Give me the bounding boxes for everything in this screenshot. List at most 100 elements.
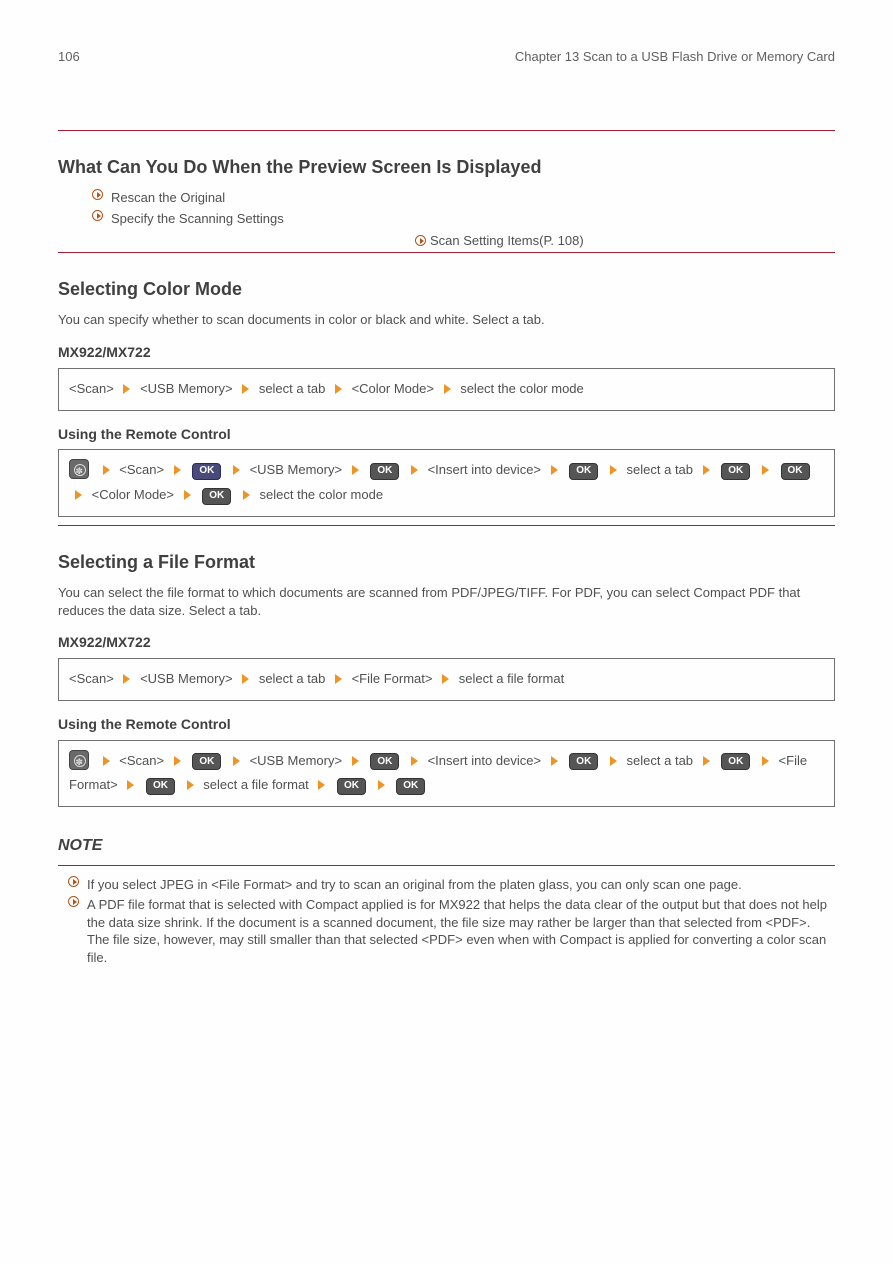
path-box: <Scan> OK <USB Memory> OK <Insert into d… [58, 449, 835, 516]
arrow-icon [123, 384, 130, 394]
bullet-text: If you select JPEG in <File Format> and … [87, 876, 835, 894]
arrow-icon [233, 756, 240, 766]
arrow-icon [703, 756, 710, 766]
arrow-icon [174, 465, 181, 475]
home-icon [69, 459, 89, 479]
arrow-icon [411, 756, 418, 766]
subhead-mx: MX922/MX722 [58, 343, 835, 362]
bullet-text: A PDF file format that is selected with … [87, 896, 835, 966]
path-item: <Color Mode> [92, 487, 174, 502]
path-item: <Insert into [428, 753, 493, 768]
bullet-text: Specify the Scanning Settings Scan Setti… [111, 210, 835, 249]
arrow-icon [762, 756, 769, 766]
arrow-icon [242, 674, 249, 684]
page-number: 106 [58, 48, 80, 66]
arrow-icon [233, 465, 240, 475]
home-icon [69, 750, 89, 770]
arrow-icon [352, 465, 359, 475]
arrow-icon [75, 490, 82, 500]
arrow-icon [243, 490, 250, 500]
ok-button: OK [396, 778, 425, 795]
section-title-whatcan: What Can You Do When the Preview Screen … [58, 155, 835, 179]
section-title-savefmt: Selecting a File Format [58, 550, 835, 574]
bullet-icon [415, 235, 426, 246]
arrow-icon [551, 465, 558, 475]
path-box: <Scan> OK <USB Memory> OK <Insert into d… [58, 740, 835, 807]
subhead-mx: MX922/MX722 [58, 633, 835, 652]
arrow-icon [444, 384, 451, 394]
path-item: <Insert into device> [428, 462, 541, 477]
path-item: select a file [203, 777, 268, 792]
bullet-icon [68, 896, 79, 907]
arrow-icon [411, 465, 418, 475]
arrow-icon [378, 780, 385, 790]
bullet-icon [68, 876, 79, 887]
arrow-icon [103, 465, 110, 475]
arrow-icon [174, 756, 181, 766]
path-item: select a file format [459, 671, 565, 686]
arrow-icon [703, 465, 710, 475]
path-item: <Scan> [119, 753, 164, 768]
arrow-icon [318, 780, 325, 790]
path-item: select a tab [259, 671, 326, 686]
arrow-icon [184, 490, 191, 500]
arrow-icon [335, 674, 342, 684]
path-box: <Scan> <USB Memory> select a tab <Color … [58, 368, 835, 411]
path-item: <USB Memory> [250, 462, 342, 477]
divider [58, 130, 835, 131]
section-title-colormode: Selecting Color Mode [58, 277, 835, 301]
divider [58, 865, 835, 866]
bullet-text: Rescan the Original [111, 189, 835, 207]
section-intro: You can specify whether to scan document… [58, 311, 835, 329]
arrow-icon [762, 465, 769, 475]
ok-button: OK [202, 488, 231, 505]
chapter-header: Chapter 13 Scan to a USB Flash Drive or … [515, 48, 835, 66]
path-item: <USB Memory> [250, 753, 342, 768]
section-intro: You can select the file format to which … [58, 584, 835, 619]
ok-button: OK [721, 463, 750, 480]
path-item: <USB Memory> [140, 671, 232, 686]
ok-button: OK [146, 778, 175, 795]
path-item: <Scan> [119, 462, 164, 477]
arrow-icon [335, 384, 342, 394]
arrow-icon [610, 756, 617, 766]
arrow-icon [610, 465, 617, 475]
note-title: NOTE [58, 835, 835, 857]
subhead-rc: Using the Remote Control [58, 715, 835, 734]
arrow-icon [551, 756, 558, 766]
arrow-icon [127, 780, 134, 790]
path-item: select a tab [627, 753, 694, 768]
path-item: <Scan> [69, 671, 114, 686]
path-item: <Scan> [69, 381, 114, 396]
ok-button: OK [781, 463, 810, 480]
path-item: <USB Memory> [140, 381, 232, 396]
subhead-rc: Using the Remote Control [58, 425, 835, 444]
path-item: <Color Mode> [352, 381, 434, 396]
arrow-icon [352, 756, 359, 766]
path-item: <File Format> [352, 671, 433, 686]
ok-button: OK [569, 463, 598, 480]
path-item: select a tab [627, 462, 694, 477]
ok-button: OK [192, 753, 221, 770]
divider [58, 525, 835, 526]
ok-button: OK [192, 463, 221, 480]
arrow-icon [123, 674, 130, 684]
ok-button: OK [721, 753, 750, 770]
ok-button: OK [370, 463, 399, 480]
arrow-icon [103, 756, 110, 766]
path-box: <Scan> <USB Memory> select a tab <File F… [58, 658, 835, 701]
path-item: device> [496, 753, 541, 768]
ok-button: OK [337, 778, 366, 795]
path-item: select a tab [259, 381, 326, 396]
path-item: select the color mode [460, 381, 584, 396]
bullet-icon [92, 189, 103, 200]
arrow-icon [242, 384, 249, 394]
divider [58, 252, 835, 253]
bullet-pretext: Specify the Scanning Settings [111, 211, 284, 226]
arrow-icon [187, 780, 194, 790]
path-item: select the color mode [260, 487, 384, 502]
link-text[interactable]: Scan Setting Items(P. 108) [111, 232, 584, 250]
bullet-icon [92, 210, 103, 221]
ok-button: OK [370, 753, 399, 770]
path-item: format [272, 777, 309, 792]
